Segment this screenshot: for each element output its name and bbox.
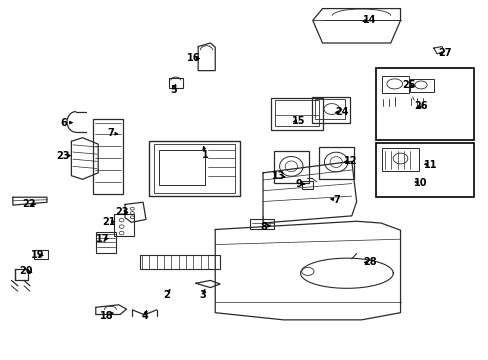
- Text: 11: 11: [423, 160, 437, 170]
- Bar: [114, 214, 134, 235]
- Text: 17: 17: [96, 234, 110, 244]
- Text: 19: 19: [30, 250, 44, 260]
- Text: 4: 4: [141, 311, 147, 321]
- Text: 25: 25: [402, 80, 415, 90]
- Text: 1: 1: [202, 150, 208, 160]
- Text: 9: 9: [295, 179, 302, 189]
- Bar: [154, 144, 234, 193]
- Bar: [311, 97, 349, 123]
- Text: 7: 7: [107, 129, 114, 138]
- Text: 12: 12: [344, 156, 357, 166]
- Text: 28: 28: [363, 257, 376, 267]
- Bar: [140, 255, 220, 269]
- Bar: [381, 76, 408, 93]
- Text: 20: 20: [19, 266, 33, 276]
- Text: 3: 3: [199, 290, 206, 300]
- Bar: [302, 181, 312, 189]
- Text: 10: 10: [413, 178, 427, 188]
- Text: 21: 21: [102, 217, 116, 227]
- Text: 8: 8: [260, 222, 267, 231]
- Text: 23: 23: [56, 150, 70, 161]
- Text: 6: 6: [61, 118, 67, 128]
- Bar: [274, 100, 318, 126]
- Text: 14: 14: [362, 15, 375, 26]
- Text: 24: 24: [335, 107, 348, 117]
- Bar: [96, 232, 116, 253]
- Text: 2: 2: [163, 290, 169, 300]
- Bar: [409, 79, 433, 93]
- Bar: [93, 119, 122, 194]
- Text: 22: 22: [22, 199, 36, 210]
- Bar: [381, 148, 418, 171]
- Text: 7: 7: [333, 195, 340, 205]
- Text: 15: 15: [292, 116, 305, 126]
- Bar: [375, 143, 473, 197]
- Bar: [273, 151, 308, 183]
- Bar: [315, 99, 345, 119]
- Text: 5: 5: [170, 85, 177, 95]
- Bar: [318, 147, 353, 179]
- Bar: [271, 98, 322, 130]
- Bar: [250, 220, 273, 229]
- Bar: [159, 149, 205, 185]
- Text: 27: 27: [438, 48, 451, 58]
- Text: 16: 16: [186, 53, 200, 63]
- Bar: [168, 78, 182, 88]
- Bar: [34, 250, 48, 259]
- Bar: [375, 68, 473, 140]
- Text: 13: 13: [271, 171, 285, 181]
- Text: 26: 26: [413, 102, 427, 112]
- Text: 23: 23: [115, 207, 128, 217]
- Bar: [149, 140, 239, 196]
- Text: 18: 18: [100, 311, 114, 320]
